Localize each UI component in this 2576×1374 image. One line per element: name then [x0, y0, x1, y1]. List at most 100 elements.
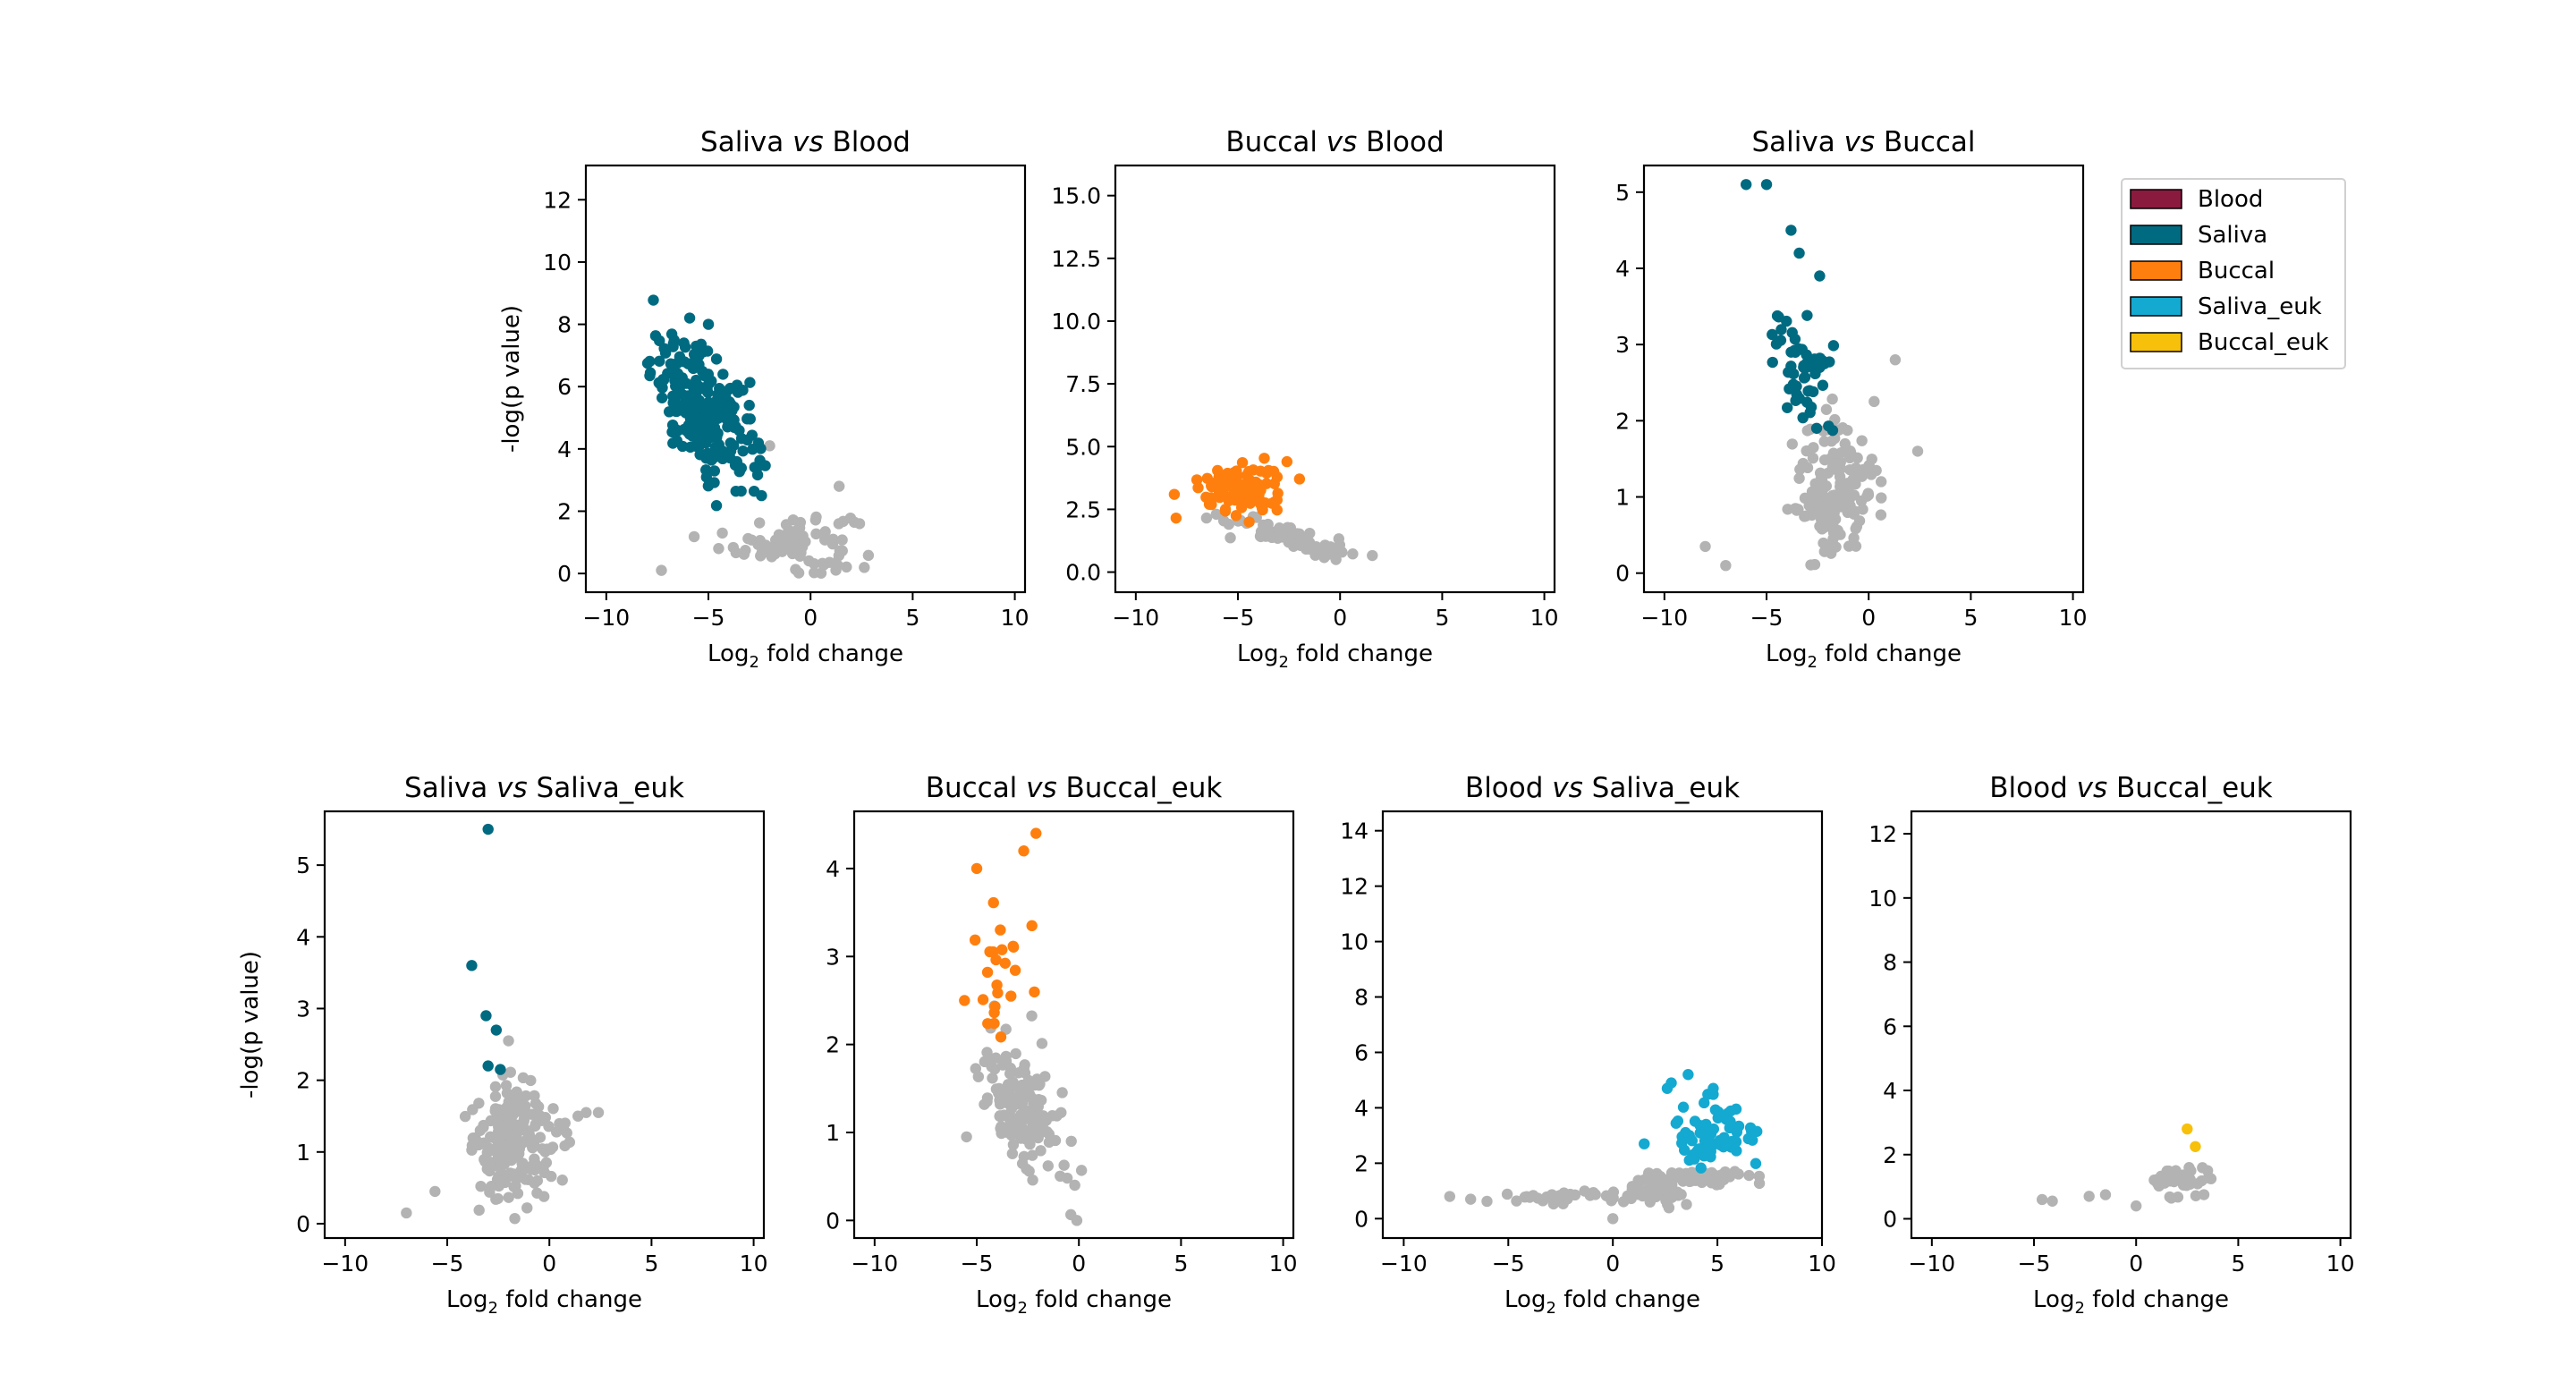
axes-frame — [1381, 810, 1824, 1240]
nonsignificant-point — [792, 567, 805, 579]
significant-point — [728, 401, 740, 413]
nonsignificant-point — [2165, 1192, 2177, 1204]
y-tick-label: 4 — [1354, 1095, 1368, 1121]
nonsignificant-point — [1055, 1107, 1067, 1118]
subplot-6: Blood vs Saliva_euk −10 −5 0 5 10 0 2 4 6 8 10 12 14 L… — [1340, 772, 1836, 1318]
significant-point — [644, 369, 656, 382]
significant-point — [756, 489, 767, 502]
nonsignificant-point — [1827, 520, 1839, 531]
significant-point — [1798, 372, 1810, 384]
nonsignificant-point — [1607, 1192, 1619, 1204]
y-tick-label: 1 — [296, 1140, 310, 1166]
nonsignificant-point — [1444, 1191, 1456, 1202]
significant-point — [1266, 497, 1278, 509]
nonsignificant-point — [1876, 492, 1887, 504]
x-tick-label: 0 — [1861, 605, 1876, 631]
nonsignificant-point — [1272, 530, 1284, 543]
nonsignificant-point — [1889, 354, 1902, 366]
y-tick-label: 12 — [543, 187, 572, 213]
significant-point — [981, 966, 994, 979]
significant-point — [1661, 1082, 1674, 1094]
significant-point — [1770, 338, 1783, 350]
title-left: Buccal — [926, 772, 1026, 804]
nonsignificant-point — [730, 547, 742, 559]
nonsignificant-point — [1875, 509, 1887, 521]
nonsignificant-point — [474, 1124, 487, 1136]
significant-point — [2182, 1123, 2193, 1135]
y-tick-label: 8 — [1354, 985, 1368, 1011]
nonsignificant-point — [572, 1110, 584, 1122]
significant-point — [717, 369, 729, 380]
x-tick-label: 5 — [1963, 605, 1978, 631]
subplot-7: Blood vs Buccal_euk −10 −5 0 5 10 0 2 4 6 8 10 12 Log… — [1868, 772, 2354, 1318]
nonsignificant-point — [489, 1105, 501, 1117]
nonsignificant-point — [773, 530, 785, 543]
x-axis-label: Log2 fold change — [976, 1286, 1172, 1318]
nonsignificant-point — [1720, 559, 1732, 572]
x-axis-label: Log2 fold change — [1504, 1286, 1700, 1318]
nonsignificant-point — [783, 526, 794, 539]
y-tick-label: 1 — [826, 1120, 840, 1146]
nonsignificant-point — [503, 1035, 514, 1047]
nonsignificant-point — [475, 1180, 487, 1192]
nonsignificant-point — [1224, 532, 1236, 544]
significant-point — [959, 995, 970, 1006]
nonsignificant-point — [1021, 1087, 1033, 1098]
nonsignificant-point — [1827, 447, 1840, 459]
subplot-title: Saliva vs Saliva_euk — [404, 772, 684, 804]
significant-point — [1817, 379, 1829, 391]
nonsignificant-point — [981, 1047, 993, 1058]
significant-point — [1700, 1118, 1712, 1131]
x-tick-label: −5 — [1750, 605, 1784, 631]
y-tick-label: 0 — [557, 561, 572, 587]
y-tick-label: 1 — [1615, 485, 1630, 511]
y-tick-label: 4 — [826, 856, 840, 882]
title-right: Saliva_euk — [528, 772, 684, 804]
nonsignificant-point — [1844, 500, 1856, 512]
x-axis-label: Log2 fold change — [708, 640, 903, 672]
y-tick-label: 12 — [1340, 874, 1368, 900]
significant-point — [1639, 1138, 1650, 1149]
nonsignificant-point — [2201, 1165, 2214, 1176]
subplot-5: Buccal vs Buccal_euk −10 −5 0 5 10 0 1 2 3 4 Log2 f… — [826, 772, 1297, 1318]
nonsignificant-point — [504, 1066, 516, 1078]
subplot-2: Buccal vs Blood −10 −5 0 5 10 0.0 2.5 5.0 7.5 10.0… — [1051, 126, 1558, 672]
nonsignificant-point — [401, 1207, 412, 1219]
significant-point — [466, 960, 478, 971]
significant-point — [657, 374, 670, 386]
significant-point — [1782, 402, 1793, 413]
nonsignificant-point — [1295, 531, 1308, 544]
nonsignificant-point — [1659, 1184, 1672, 1196]
nonsignificant-point — [1511, 1195, 1522, 1207]
y-tick-label: 0 — [826, 1208, 840, 1234]
nonsignificant-point — [688, 530, 700, 543]
nonsignificant-point — [1870, 464, 1882, 477]
nonsignificant-point — [996, 1110, 1007, 1123]
significant-point — [1005, 990, 1017, 1002]
x-axis-label: Log2 fold change — [446, 1286, 642, 1318]
significant-point — [1247, 490, 1259, 503]
nonsignificant-point — [986, 1061, 997, 1073]
y-tick-label: 5 — [296, 852, 310, 878]
significant-point — [1810, 422, 1823, 435]
nonsignificant-point — [516, 1158, 528, 1170]
nonsignificant-point — [1014, 1109, 1027, 1121]
nonsignificant-point — [1843, 452, 1856, 464]
x-tick-label: −10 — [1380, 1251, 1428, 1276]
nonsignificant-point — [539, 1112, 552, 1124]
nonsignificant-point — [502, 1144, 513, 1156]
y-tick-label: 15.0 — [1051, 183, 1101, 209]
significant-point — [1793, 247, 1805, 259]
nonsignificant-point — [545, 1143, 556, 1156]
nonsignificant-point — [511, 1102, 523, 1115]
significant-point — [724, 452, 736, 464]
nonsignificant-point — [498, 1158, 511, 1170]
nonsignificant-point — [2083, 1191, 2095, 1202]
significant-point — [710, 500, 723, 512]
nonsignificant-point — [713, 543, 724, 555]
x-tick-label: 0 — [2129, 1251, 2143, 1276]
nonsignificant-point — [1284, 522, 1297, 534]
significant-point — [1740, 179, 1752, 191]
nonsignificant-point — [1588, 1186, 1599, 1199]
significant-point — [1168, 488, 1181, 500]
